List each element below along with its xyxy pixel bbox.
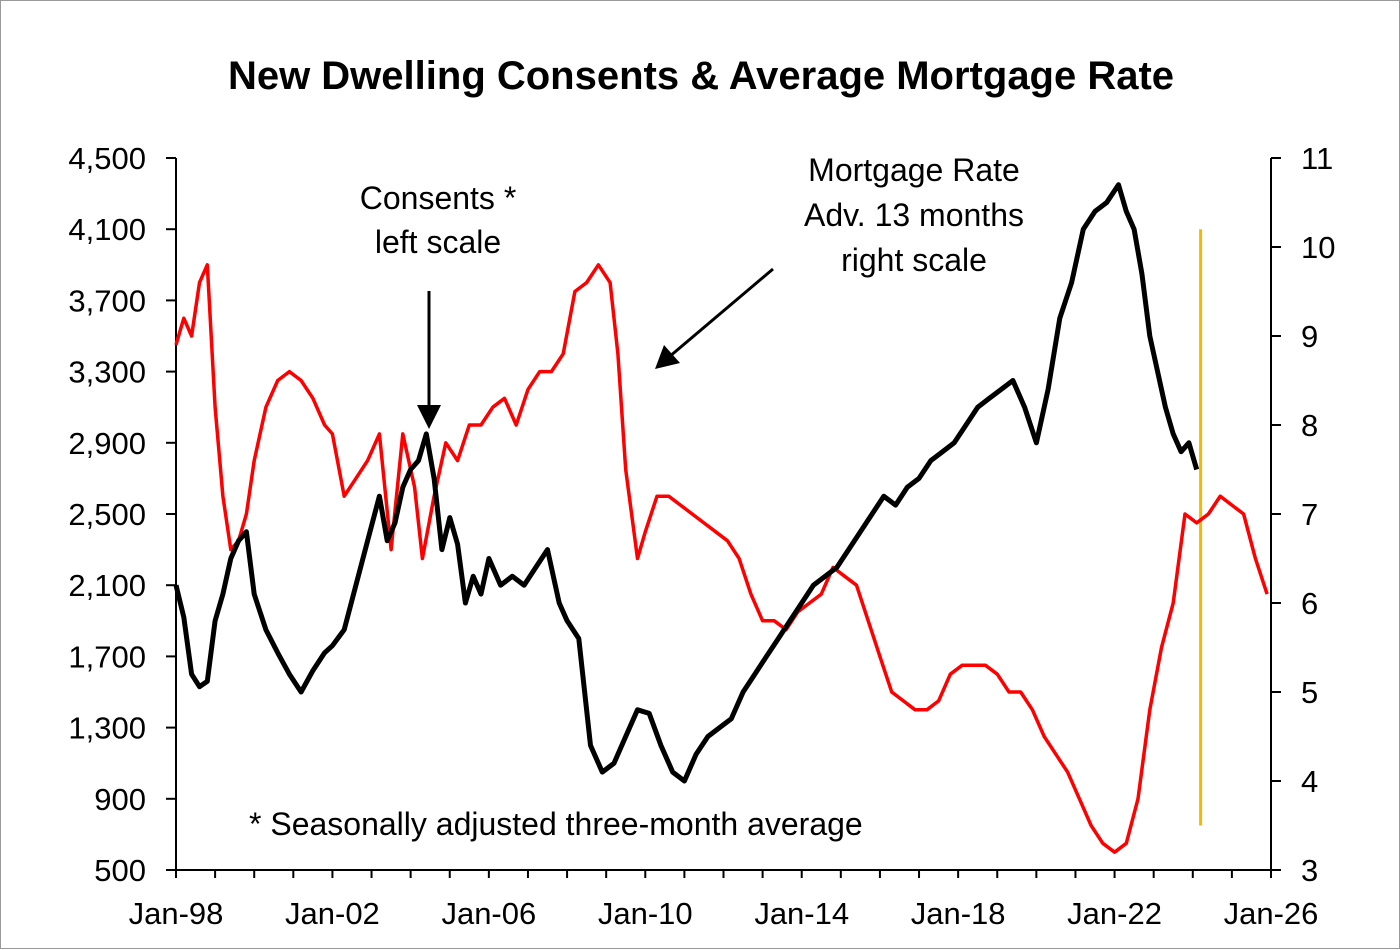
x-tick-label: Jan-98 [129,896,224,931]
left-tick-label: 4,100 [68,212,146,247]
left-tick-label: 2,500 [68,497,146,532]
footnote: * Seasonally adjusted three-month averag… [249,806,863,842]
annotation-mortgage-line3: right scale [841,242,987,278]
right-tick-label: 8 [1301,408,1318,443]
left-tick-label: 1,700 [68,639,146,674]
annotation-mortgage-line1: Mortgage Rate [808,152,1020,188]
right-tick-label: 9 [1301,319,1318,354]
arrow-mortgage-shaft [668,267,774,359]
right-tick-label: 3 [1301,853,1318,888]
series-line-mortgage-rate [174,263,1269,854]
x-tick-label: Jan-26 [1224,896,1319,931]
left-tick-label: 2,100 [68,568,146,603]
left-tick-label: 2,900 [68,426,146,461]
left-axis-ticks: 500 900 1,300 1,700 2,100 2,500 2,900 3,300 3,70… [68,141,176,888]
left-tick-label: 900 [94,782,146,817]
annotation-consents-line2: left scale [375,224,501,260]
right-tick-label: 4 [1301,764,1318,799]
left-tick-label: 500 [94,853,146,888]
chart-title: New Dwelling Consents & Average Mortgage… [228,54,1174,98]
x-tick-label: Jan-18 [911,896,1006,931]
x-axis-ticks: Jan-98 Jan-02 Jan-06 Jan-10 Jan-14 Jan-18 Jan-… [129,870,1319,931]
right-tick-label: 10 [1301,230,1335,265]
axes [175,158,1272,871]
right-tick-label: 5 [1301,675,1318,710]
arrow-consents-head [417,405,441,429]
right-tick-label: 6 [1301,586,1318,621]
x-tick-label: Jan-06 [441,896,536,931]
left-tick-label: 1,300 [68,711,146,746]
annotation-consents-line1: Consents * [360,180,517,216]
left-tick-label: 3,700 [68,283,146,318]
right-axis-ticks: 3 4 5 6 7 8 9 10 11 [1271,141,1335,888]
annotation-mortgage-line2: Adv. 13 months [804,197,1024,233]
x-tick-label: Jan-14 [754,896,849,931]
right-tick-label: 11 [1301,141,1333,176]
x-tick-label: Jan-02 [285,896,380,931]
x-tick-label: Jan-22 [1067,896,1162,931]
left-tick-label: 4,500 [68,141,146,176]
right-tick-label: 7 [1301,497,1318,532]
left-tick-label: 3,300 [68,355,146,390]
arrow-mortgage-head [655,345,680,369]
x-tick-label: Jan-10 [598,896,693,931]
series-line-consents [173,182,1200,784]
